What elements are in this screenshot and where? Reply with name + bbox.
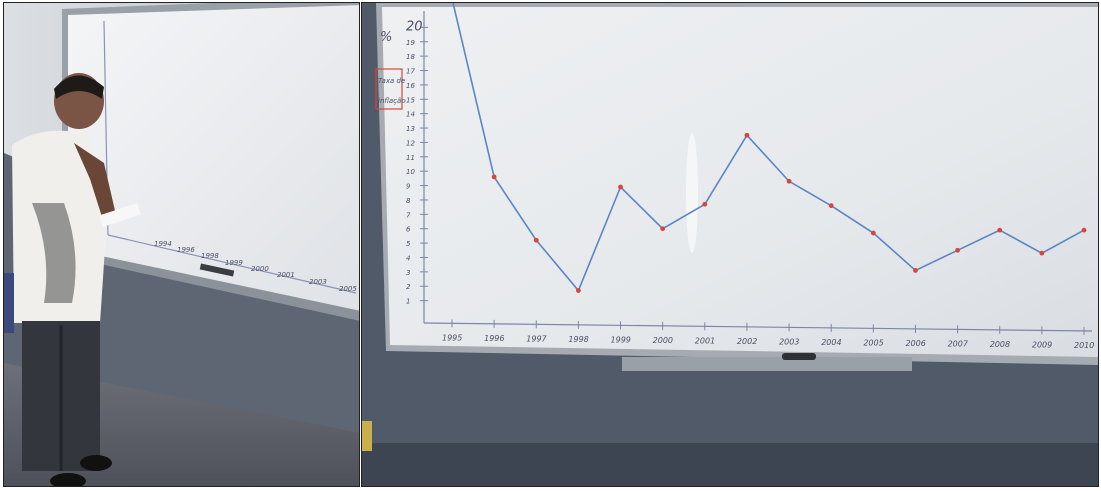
inflation-series-line xyxy=(452,3,1085,293)
paper-sheet xyxy=(99,203,141,227)
right-photo: % Taxa de inflação 20 19 18 17 16 15 14 13 12 11 1… xyxy=(361,2,1099,487)
data-point xyxy=(744,132,750,138)
x-tick-label: 1998 xyxy=(568,335,588,344)
marker-tray xyxy=(622,357,912,371)
left-photo: 1994 1996 1998 1999 2000 2001 2003 2005 xyxy=(3,2,360,487)
y-tick-label: 4 xyxy=(406,254,410,262)
left-tick-label: 1999 xyxy=(225,259,243,267)
data-point xyxy=(660,226,666,232)
x-tick-label: 2002 xyxy=(737,337,757,346)
legend-box xyxy=(375,68,403,110)
data-point xyxy=(1081,227,1087,233)
outlet xyxy=(362,421,372,451)
y-axis-unit-label: % xyxy=(380,30,392,45)
data-point xyxy=(702,201,708,207)
x-tick-label: 2003 xyxy=(779,337,799,346)
y-tick-label: 11 xyxy=(406,154,415,162)
left-tick-labels: 1994 1996 1998 1999 2000 2001 2003 2005 xyxy=(154,240,357,293)
student-arm xyxy=(74,143,116,217)
x-tick-label: 1999 xyxy=(611,335,631,344)
legend-label: Taxa de xyxy=(378,77,405,85)
y-tick-label: 7 xyxy=(406,211,411,219)
whiteboard xyxy=(68,5,359,311)
y-tick-label: 2 xyxy=(406,283,411,291)
x-tick-label: 2009 xyxy=(1032,340,1052,349)
left-tick-label: 1996 xyxy=(177,246,195,254)
y-axis-ticks: 20 19 18 17 16 15 14 13 12 11 10 9 8 7 6 5 4 3 2 1 xyxy=(406,19,428,306)
left-tick-label: 1998 xyxy=(201,252,219,260)
y-tick-label: 16 xyxy=(406,82,415,90)
data-points xyxy=(491,132,1087,293)
whiteboard-line-chart: % Taxa de inflação 201918171615141312111… xyxy=(362,3,1098,486)
y-tick-label: 18 xyxy=(406,53,415,61)
student-shoe xyxy=(50,473,86,486)
data-point xyxy=(955,247,960,253)
light-glare xyxy=(686,133,698,253)
x-axis xyxy=(423,322,1093,332)
y-tick-label: 9 xyxy=(406,183,411,191)
data-point xyxy=(533,237,539,243)
x-tick-label: 2010 xyxy=(1074,341,1094,350)
whiteboard xyxy=(382,7,1098,357)
data-point xyxy=(1039,250,1045,256)
y-tick-label: 8 xyxy=(406,197,411,205)
y-tick-label: 5 xyxy=(406,240,411,248)
left-tick-label: 2000 xyxy=(251,265,269,273)
x-tick-label: 2007 xyxy=(948,339,969,348)
y-tick-label: 12 xyxy=(406,139,415,147)
x-tick-label: 2001 xyxy=(695,336,715,345)
data-point xyxy=(997,227,1003,233)
data-point xyxy=(491,174,497,180)
left-tick-label: 2001 xyxy=(277,271,295,279)
y-tick-label: 6 xyxy=(406,226,411,234)
x-tick-label: 1995 xyxy=(442,333,462,342)
student-hair xyxy=(54,75,104,99)
x-tick-label: 2005 xyxy=(863,338,883,347)
x-tick-label: 2008 xyxy=(990,340,1010,349)
x-tick-label: 2000 xyxy=(653,336,673,345)
y-tick-label: 3 xyxy=(406,269,410,277)
eraser xyxy=(199,263,235,277)
data-point xyxy=(618,184,623,190)
student-shoe xyxy=(80,455,112,471)
x-axis-ticks: 1995 1996 1997 1998 1999 2000 2001 2002 2003 2004… xyxy=(442,319,1094,350)
x-tick-label: 1997 xyxy=(526,334,547,343)
y-tick-label: 19 xyxy=(406,39,415,47)
data-point xyxy=(828,203,834,209)
left-x-axis xyxy=(107,234,357,294)
data-point xyxy=(786,178,792,184)
x-tick-label: 1996 xyxy=(484,334,504,343)
y-tick-label: 15 xyxy=(406,96,415,104)
legend-label: inflação xyxy=(378,97,406,105)
y-tick-label: 17 xyxy=(406,68,415,76)
left-tick-label: 2003 xyxy=(309,278,327,286)
bag-edge xyxy=(4,273,14,333)
left-tick-label: 1994 xyxy=(154,240,172,248)
data-point xyxy=(870,230,876,236)
eraser xyxy=(782,353,816,360)
left-photo-scene: 1994 1996 1998 1999 2000 2001 2003 2005 xyxy=(4,3,359,486)
x-tick-label: 2004 xyxy=(821,338,841,347)
data-point xyxy=(913,268,918,273)
left-tick-label: 2005 xyxy=(339,285,357,293)
marker-tray xyxy=(68,249,359,321)
floor xyxy=(362,443,1098,486)
student xyxy=(12,73,141,486)
x-tick-label: 2006 xyxy=(905,339,925,348)
y-tick-label: 14 xyxy=(406,111,415,119)
shirt-print xyxy=(32,203,76,303)
y-tick-label: 13 xyxy=(406,125,415,133)
y-tick-label: 20 xyxy=(406,19,423,34)
y-tick-label: 10 xyxy=(406,168,415,176)
data-point xyxy=(576,288,581,293)
y-tick-label: 1 xyxy=(406,298,410,306)
